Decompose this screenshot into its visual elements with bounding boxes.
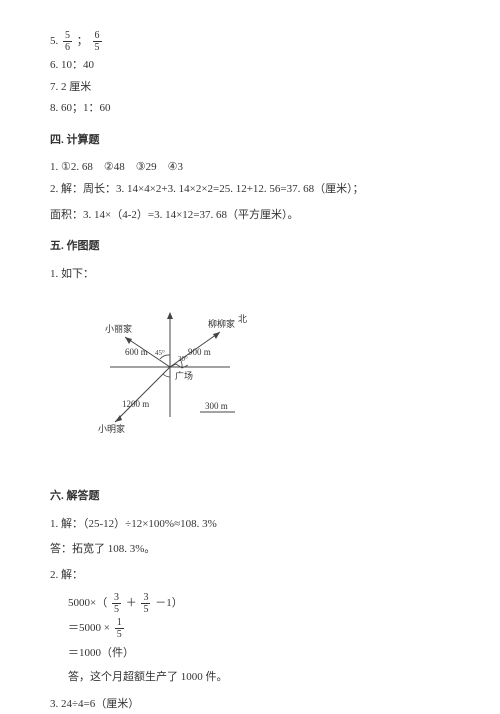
s6-p1-line2: 答：拓宽了 108. 3%。: [50, 541, 450, 559]
q5-frac2: 6 5: [93, 30, 102, 53]
q5-label: 5.: [50, 35, 58, 47]
q6-line: 6. 10：40: [50, 57, 450, 75]
s6-p2-label: 2. 解：: [50, 567, 450, 585]
d300-label: 300 m: [205, 401, 228, 411]
s6-p1-line1: 1. 解：（25-12）÷12×100%≈108. 3%: [50, 516, 450, 534]
frac-3-5a: 3 5: [112, 592, 121, 615]
d600-label: 600 m: [125, 347, 148, 357]
s4-line2: 2. 解：周长：3. 14×4×2+3. 14×2×2=25. 12+12. 5…: [50, 181, 450, 199]
xiaoli-label: 小丽家: [105, 323, 132, 334]
frac-3-5b: 3 5: [141, 592, 150, 615]
q8-line: 8. 60；1：60: [50, 100, 450, 118]
q7-line: 7. 2 厘米: [50, 79, 450, 97]
square-label: 广场: [175, 370, 193, 381]
q5-line: 5. 5 6 ； 6 5: [50, 30, 450, 53]
d1200-label: 1200 m: [122, 399, 149, 409]
s5-line1: 1. 如下：: [50, 266, 450, 284]
a30-label: 30°: [178, 355, 188, 363]
s6-p2-eq1: 5000×（ 3 5 ＋ 3 5 －1）: [68, 592, 450, 615]
section6-heading: 六. 解答题: [50, 488, 450, 506]
q5-sep: ；: [77, 35, 88, 47]
s6-p2-eq3: ＝1000（件）: [68, 642, 450, 664]
a45-label: 45°: [155, 349, 165, 357]
section4-heading: 四. 计算题: [50, 132, 450, 150]
q5-frac1: 5 6: [63, 30, 72, 53]
s6-p2-eq2: ＝5000 × 1 5: [68, 617, 450, 640]
s6-p2-equations: 5000×（ 3 5 ＋ 3 5 －1） ＝5000 × 1 5 ＝1000（件…: [68, 592, 450, 688]
s6-p2-ans: 答，这个月超额生产了 1000 件。: [68, 666, 450, 688]
compass-diagram: 北 小丽家 柳柳家 小明家 广场 600 m 900 m 1200 m 300 …: [70, 297, 270, 457]
d900-label: 900 m: [188, 347, 211, 357]
s4-line1: 1. ①2. 68 ②48 ③29 ④3: [50, 159, 450, 177]
section5-heading: 五. 作图题: [50, 238, 450, 256]
s6-p3: 3. 24÷4=6（厘米）: [50, 696, 450, 714]
frac-1-5: 1 5: [115, 617, 124, 640]
north-label: 北: [238, 314, 247, 324]
s4-line3: 面积：3. 14×（4-2）=3. 14×12=37. 68（平方厘米）。: [50, 207, 450, 225]
xiaoming-label: 小明家: [98, 423, 125, 434]
liuliu-label: 柳柳家: [208, 318, 235, 329]
